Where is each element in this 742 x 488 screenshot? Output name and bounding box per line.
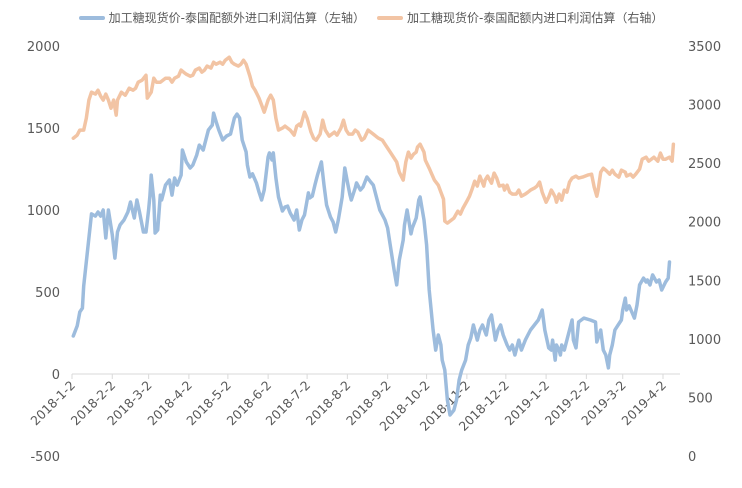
y-left-tick-label: 1000 [27, 204, 60, 219]
series-line-orange [71, 55, 676, 225]
legend: 加工糖现货价-泰国配额外进口利润估算（左轴） 加工糖现货价-泰国配额内进口利润估… [0, 9, 742, 26]
y-right-tick-label: 1000 [688, 333, 721, 348]
y-right-tick-label: 0 [688, 450, 696, 465]
legend-swatch-blue [78, 15, 105, 20]
y-axis-right: 0 500 1000 1500 2000 2500 3000 3500 [688, 40, 721, 465]
legend-item-series2[interactable]: 加工糖现货价-泰国配额内进口利润估算（右轴） [377, 9, 663, 26]
y-left-tick-label: 1500 [27, 122, 60, 137]
y-axis-left: -500 0 500 1000 1500 2000 [27, 40, 60, 465]
legend-label-series1: 加工糖现货价-泰国配额外进口利润估算（左轴） [108, 11, 365, 25]
x-tick-label: 2019-4-2 [618, 378, 669, 429]
series-line-blue [71, 111, 672, 417]
legend-label-series2: 加工糖现货价-泰国配额内进口利润估算（右轴） [407, 11, 664, 25]
y-right-tick-label: 2500 [688, 157, 721, 172]
y-left-tick-label: 500 [35, 286, 60, 301]
y-right-tick-label: 500 [688, 391, 713, 406]
x-axis: 2018-1-22018-2-22018-3-22018-4-22018-5-2… [27, 373, 680, 434]
plot-area [71, 55, 676, 417]
y-left-tick-label: -500 [30, 450, 60, 465]
y-left-tick-label: 0 [52, 368, 60, 383]
y-right-tick-label: 3500 [688, 40, 721, 55]
legend-item-series1[interactable]: 加工糖现货价-泰国配额外进口利润估算（左轴） [78, 9, 365, 26]
y-right-tick-label: 2000 [688, 216, 721, 231]
legend-swatch-orange [377, 15, 403, 20]
y-left-tick-label: 2000 [27, 40, 60, 55]
y-right-tick-label: 3000 [688, 99, 721, 114]
y-right-tick-label: 1500 [688, 274, 721, 289]
